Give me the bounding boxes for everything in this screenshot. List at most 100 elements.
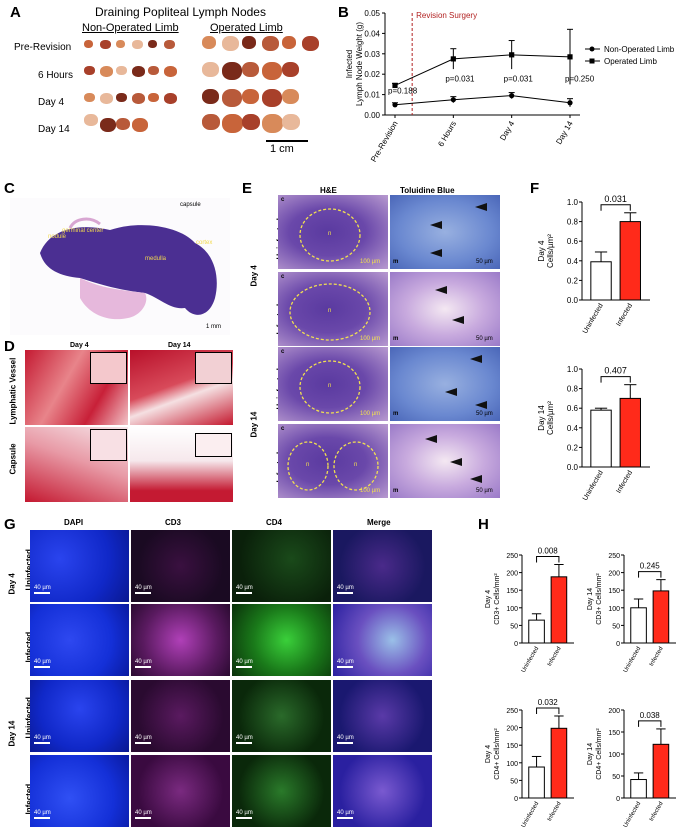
scale-bar xyxy=(337,817,353,819)
non-operated-header: Non-Operated Limb xyxy=(82,22,179,34)
sig-bracket xyxy=(536,556,560,563)
lymph-node xyxy=(282,36,296,49)
lymph-node xyxy=(164,93,177,104)
mast-cell-arrow xyxy=(452,316,464,324)
lymph-node xyxy=(282,114,300,130)
p-value: 0.407 xyxy=(604,366,627,376)
g-day4: Day 4 xyxy=(7,573,17,595)
lymph-node xyxy=(262,114,283,133)
data-point xyxy=(392,102,398,108)
mast-cell-arrow xyxy=(470,475,482,483)
x-tick-label: Uninfected xyxy=(582,302,605,335)
chart-h-cd4-day4: 0 50 100 150 200 250 Uninfected Infected 0.032 Da… xyxy=(485,698,574,829)
lymph-node xyxy=(164,66,177,77)
n-label: n xyxy=(306,462,310,468)
y-tick-label: 0.4 xyxy=(567,424,579,433)
mast-cell-arrow xyxy=(450,458,462,466)
mast-cell-arrow xyxy=(470,355,482,363)
scale-label: 40 µm xyxy=(337,659,354,665)
g-fluor-image: 40 µm xyxy=(131,755,230,827)
y-axis-label: Day 4 xyxy=(537,240,546,261)
g-fluor-image: 40 µm xyxy=(333,530,432,602)
panel-a-title: Draining Popliteal Lymph Nodes xyxy=(95,5,266,19)
scale-bar xyxy=(135,817,151,819)
scale-bar xyxy=(34,742,50,744)
y-axis-label: Cells/µm² xyxy=(546,401,555,435)
g-fluor-image: 40 µm xyxy=(131,604,230,676)
panel-g-label: G xyxy=(4,516,16,533)
y-tick-label: 1.0 xyxy=(567,365,579,374)
y-tick-label: 1.0 xyxy=(567,198,579,207)
x-tick-label: Infected xyxy=(547,646,563,667)
y-tick-label: 0.04 xyxy=(364,29,380,38)
y-tick-label: 200 xyxy=(506,571,518,578)
lymph-node xyxy=(132,40,143,49)
scale-bar xyxy=(34,592,50,594)
scale-bar xyxy=(236,817,252,819)
d-row-capsule: Capsule xyxy=(8,443,18,475)
m-label: m xyxy=(393,336,399,342)
lymph-node xyxy=(148,93,159,102)
y-tick-label: 0 xyxy=(616,796,620,803)
data-point xyxy=(567,54,573,60)
y-tick-label: 200 xyxy=(608,571,620,578)
e-tb-image: m 50 µm xyxy=(390,272,500,346)
lymph-node xyxy=(84,114,98,126)
scale-bar xyxy=(337,666,353,668)
scale-1cm-label: 1 cm xyxy=(270,143,294,155)
e-tb-image: m 50 µm xyxy=(390,195,500,269)
chart-f-day4: 0.0 0.2 0.4 0.6 0.8 1.0 Uninfected Infected 0.03… xyxy=(537,194,650,335)
germinal-center-label: germinal center xyxy=(62,228,104,234)
p-value: 0.245 xyxy=(640,562,661,571)
scale-bar xyxy=(236,666,252,668)
revision-label: Revision Surgery xyxy=(416,11,477,20)
chart-h-cd3-day4: 0 50 100 150 200 250 Uninfected Infected 0.008 Da… xyxy=(485,547,574,674)
g-fluor-image: 40 µm xyxy=(30,680,129,752)
y-tick-label: 100 xyxy=(608,752,620,759)
scale-label: 100 µm xyxy=(360,488,381,494)
lymph-node xyxy=(282,89,299,104)
scale-label: 40 µm xyxy=(337,735,354,741)
e-he-header: H&E xyxy=(320,186,337,195)
scale-label: 40 µm xyxy=(34,585,51,591)
y-tick-label: 150 xyxy=(608,730,620,737)
y-tick-label: 200 xyxy=(506,726,518,733)
y-tick-label: 0 xyxy=(514,641,518,648)
g-cd4-header: CD4 xyxy=(266,518,283,527)
y-tick-label: 0.2 xyxy=(567,443,579,452)
g-fluor-image: 40 µm xyxy=(131,680,230,752)
data-point xyxy=(450,97,456,103)
lymph-node xyxy=(222,89,242,107)
y-tick-label: 0 xyxy=(616,641,620,648)
bar-uninfected xyxy=(590,409,612,468)
nodule-outline xyxy=(287,441,329,491)
c-label: c xyxy=(281,349,285,355)
p-value: p=0.188 xyxy=(388,87,418,96)
y-tick-label: 0.0 xyxy=(567,463,579,472)
scale-label: 40 µm xyxy=(236,659,253,665)
lymph-node xyxy=(100,40,111,49)
lymph-node xyxy=(202,62,219,77)
y-tick-label: 0.00 xyxy=(364,111,380,120)
scale-label: 50 µm xyxy=(476,411,493,417)
p-value: 0.031 xyxy=(604,194,627,204)
sig-bracket xyxy=(600,204,631,211)
y-tick-label: 0.01 xyxy=(364,91,380,100)
scale-label: 40 µm xyxy=(34,810,51,816)
x-tick-label: Infected xyxy=(615,469,634,494)
x-tick-label: Infected xyxy=(649,646,665,667)
m-label: m xyxy=(393,259,399,265)
y-tick-label: 0.03 xyxy=(364,50,380,59)
g-fluor-image: 40 µm xyxy=(30,755,129,827)
y-tick-label: 0.8 xyxy=(567,385,579,394)
x-tick-label: Uninfected xyxy=(521,801,541,829)
y-tick-label: 0.02 xyxy=(364,70,380,79)
y-axis-label: CD4+ Cells/mm² xyxy=(494,728,501,780)
medulla-label: medulla xyxy=(145,256,167,262)
y-axis-label: CD3+ Cells/mm² xyxy=(494,573,501,625)
y-tick-label: 250 xyxy=(506,553,518,560)
lymph-node xyxy=(132,66,145,77)
d-capsule-day4 xyxy=(25,427,128,502)
y-axis-label: CD4+ Cells/mm² xyxy=(596,728,603,780)
operated-header: Operated Limb xyxy=(210,22,283,34)
